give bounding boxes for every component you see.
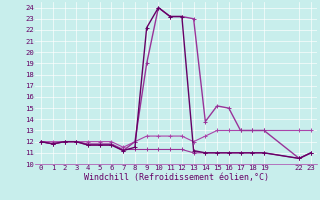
X-axis label: Windchill (Refroidissement éolien,°C): Windchill (Refroidissement éolien,°C) bbox=[84, 173, 268, 182]
